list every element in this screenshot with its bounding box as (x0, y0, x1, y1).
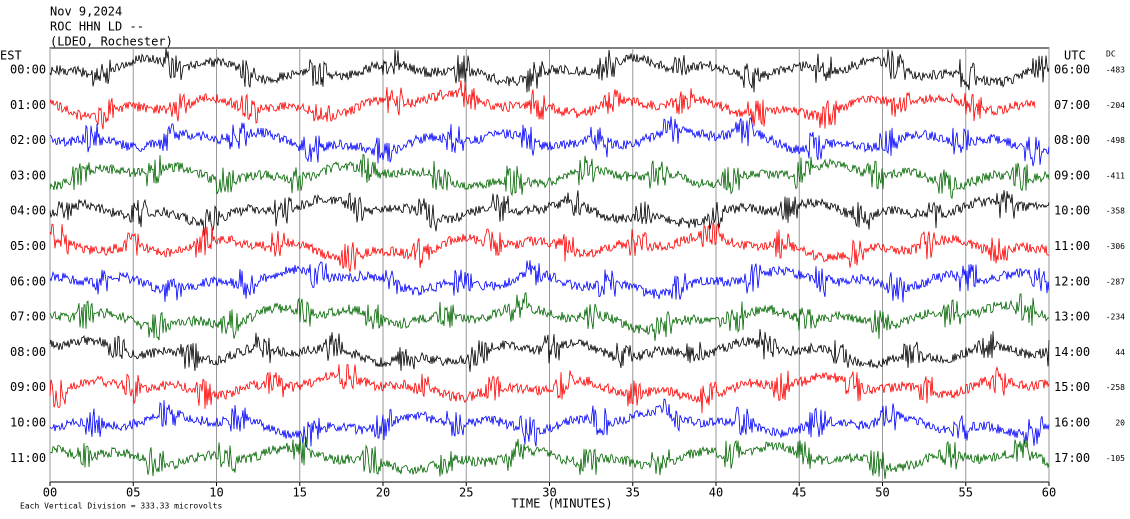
est-label: 08:00 (10, 345, 46, 359)
utc-label: 06:00 (1054, 63, 1090, 77)
dc-label: -306 (1106, 242, 1125, 251)
est-label: 11:00 (10, 451, 46, 465)
trace (49, 80, 1036, 130)
dc-label: -287 (1106, 277, 1125, 286)
trace (49, 398, 1050, 448)
utc-label: 08:00 (1054, 133, 1090, 147)
utc-label: 16:00 (1054, 416, 1090, 430)
utc-label: 07:00 (1054, 98, 1090, 112)
utc-label: 15:00 (1054, 380, 1090, 394)
dc-label: -234 (1106, 313, 1125, 322)
trace (49, 364, 1050, 414)
footnote: Each Vertical Division = 333.33 microvol… (20, 502, 222, 511)
title-line: ROC HHN LD -- (50, 20, 144, 34)
dc-label: -498 (1106, 136, 1125, 145)
trace (49, 153, 1050, 200)
est-label: 02:00 (10, 133, 46, 147)
est-label: 05:00 (10, 239, 46, 253)
utc-label: 11:00 (1054, 239, 1090, 253)
x-tick-label: 15 (293, 486, 307, 500)
x-tick-label: 05 (126, 486, 140, 500)
x-tick-label: 25 (459, 486, 473, 500)
x-tick-label: 20 (376, 486, 390, 500)
dc-label: 20 (1115, 419, 1125, 428)
est-label: 00:00 (10, 63, 46, 77)
trace (49, 260, 1050, 303)
dc-label: -204 (1106, 101, 1125, 110)
trace (49, 328, 1050, 372)
trace (49, 48, 1050, 93)
dc-label: 44 (1115, 348, 1125, 357)
dc-title: DC (1106, 50, 1116, 59)
dc-label: -358 (1106, 207, 1125, 216)
dc-label: -411 (1106, 171, 1125, 180)
utc-label: 09:00 (1054, 168, 1090, 182)
trace (49, 116, 1050, 167)
x-tick-label: 45 (792, 486, 806, 500)
x-tick-label: 50 (875, 486, 889, 500)
est-label: 07:00 (10, 310, 46, 324)
x-tick-label: 10 (209, 486, 223, 500)
utc-label: 13:00 (1054, 310, 1090, 324)
trace (49, 222, 1050, 272)
x-tick-label: 40 (709, 486, 723, 500)
utc-label: 17:00 (1054, 451, 1090, 465)
right-axis-title: UTC (1064, 49, 1086, 63)
title-line: Nov 9,2024 (50, 5, 122, 19)
est-label: 09:00 (10, 380, 46, 394)
trace (50, 436, 1050, 480)
x-tick-label: 35 (626, 486, 640, 500)
dc-label: -105 (1106, 454, 1125, 463)
utc-label: 14:00 (1054, 345, 1090, 359)
x-tick-label: 00 (43, 486, 57, 500)
x-tick-label: 30 (542, 486, 556, 500)
dc-label: -258 (1106, 383, 1125, 392)
est-label: 03:00 (10, 168, 46, 182)
est-label: 04:00 (10, 204, 46, 218)
dc-label: -483 (1106, 66, 1125, 75)
trace (49, 190, 1050, 237)
est-label: 01:00 (10, 98, 46, 112)
est-label: 10:00 (10, 416, 46, 430)
title-line: (LDEO, Rochester) (50, 35, 173, 49)
x-axis-label: TIME (MINUTES) (511, 497, 612, 511)
left-axis-title: EST (0, 49, 22, 63)
x-tick-label: 60 (1042, 486, 1056, 500)
utc-label: 10:00 (1054, 204, 1090, 218)
est-label: 06:00 (10, 274, 46, 288)
x-tick-label: 55 (959, 486, 973, 500)
trace (49, 292, 1050, 342)
utc-label: 12:00 (1054, 274, 1090, 288)
